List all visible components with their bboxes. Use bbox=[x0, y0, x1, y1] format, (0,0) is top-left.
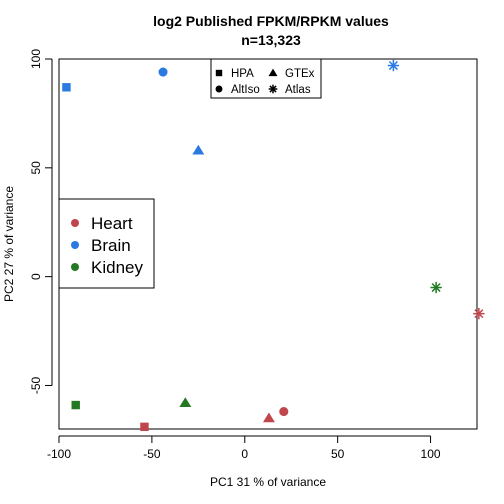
legend-brain-label: Brain bbox=[91, 236, 131, 255]
y-axis-label: PC2 27 % of variance bbox=[2, 186, 16, 302]
point-brain-atlas bbox=[387, 59, 400, 72]
x-tick-label: 0 bbox=[241, 447, 248, 461]
x-axis: -100 -50 0 50 100 bbox=[47, 435, 441, 461]
point-heart-gtex bbox=[262, 412, 275, 423]
tissue-legend: Heart Brain Kidney bbox=[58, 198, 155, 289]
y-tick-label: -50 bbox=[29, 376, 43, 394]
legend-brain-dot bbox=[71, 241, 79, 249]
legend-gtex-label: GTEx bbox=[285, 68, 315, 80]
point-brain-hpa bbox=[62, 83, 71, 92]
legend-altiso-label: AltIso bbox=[231, 84, 260, 96]
point-kidney-hpa bbox=[71, 400, 80, 410]
legend-atlas-marker bbox=[268, 84, 278, 94]
legend-kidney-label: Kidney bbox=[91, 258, 143, 277]
point-heart-atlas bbox=[473, 307, 485, 320]
legend-kidney-dot bbox=[71, 263, 79, 271]
x-tick-label: 50 bbox=[331, 447, 345, 461]
shape-legend: HPA GTEx AltIso Atlas bbox=[210, 58, 322, 99]
point-heart-hpa bbox=[140, 422, 149, 432]
point-brain-altiso bbox=[158, 67, 168, 77]
legend-atlas-label: Atlas bbox=[285, 84, 311, 96]
legend-hpa-marker bbox=[215, 69, 223, 77]
legend-gtex-marker bbox=[268, 68, 278, 77]
shape-legend-box bbox=[210, 58, 322, 99]
x-tick-label: -50 bbox=[143, 447, 161, 461]
point-kidney-atlas bbox=[430, 281, 442, 294]
legend-heart-dot bbox=[71, 219, 79, 227]
point-kidney-gtex bbox=[179, 397, 192, 407]
y-axis: -50 0 50 100 bbox=[29, 49, 53, 394]
data-points bbox=[62, 59, 485, 432]
x-tick-label: -100 bbox=[47, 447, 71, 461]
chart-title-line1: log2 Published FPKM/RPKM values bbox=[153, 13, 389, 29]
legend-altiso-marker bbox=[215, 85, 223, 93]
tissue-legend-box bbox=[58, 198, 155, 289]
point-brain-gtex bbox=[192, 144, 205, 155]
chart-title-line2: n=13,323 bbox=[241, 32, 301, 48]
legend-hpa-label: HPA bbox=[231, 68, 254, 80]
y-tick-label: 50 bbox=[29, 161, 43, 175]
point-heart-altiso bbox=[279, 407, 289, 417]
x-tick-label: 100 bbox=[421, 447, 441, 461]
y-tick-label: 0 bbox=[29, 273, 43, 280]
y-tick-label: 100 bbox=[29, 49, 43, 69]
x-axis-label: PC1 31 % of variance bbox=[210, 475, 326, 489]
legend-heart-label: Heart bbox=[91, 214, 133, 233]
